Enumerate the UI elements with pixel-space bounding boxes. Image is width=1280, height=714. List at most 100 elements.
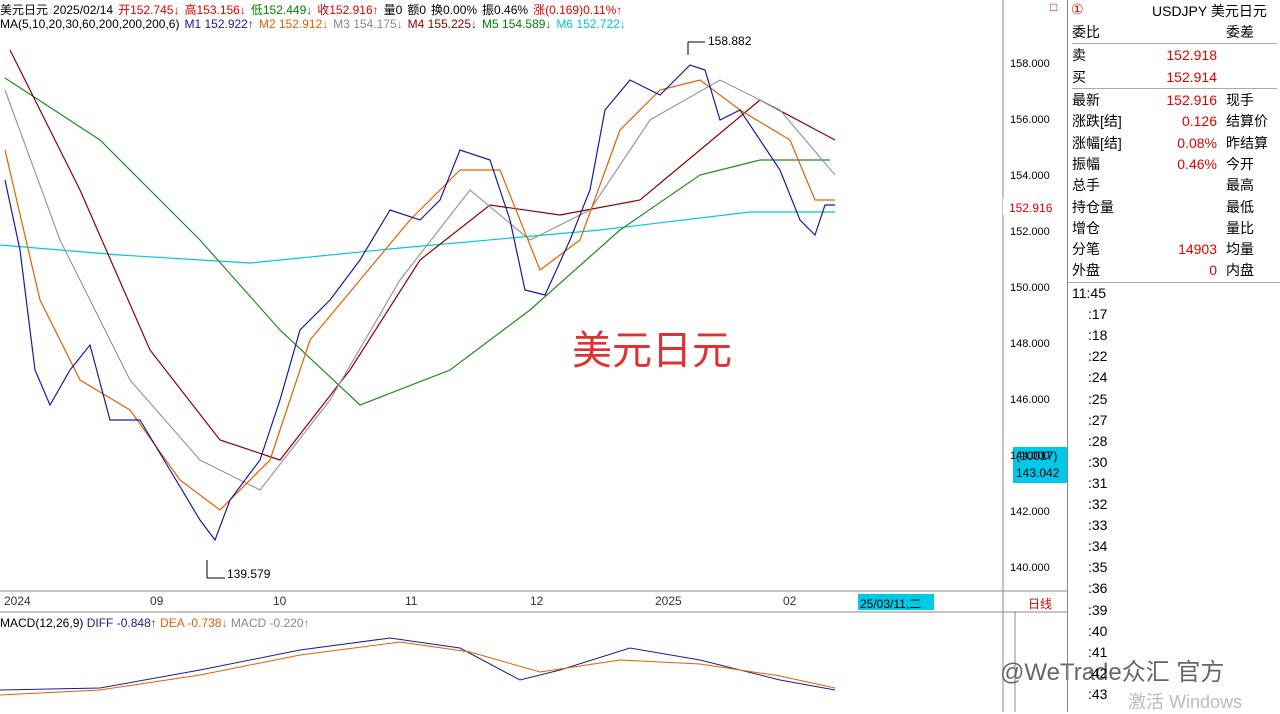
amount: 额0	[407, 3, 427, 17]
quote-row: 增仓 量比	[1072, 218, 1277, 239]
cell: 0	[1209, 262, 1217, 279]
y-tick-label: 158.000	[1010, 58, 1050, 70]
quote-panel: ① USDJPY 美元日元 委比 委差 卖 152.918 买 152.914 最新 1…	[1067, 0, 1280, 712]
ma-line	[0, 211, 835, 264]
time: :28	[1088, 432, 1108, 449]
cell: 持仓量	[1072, 198, 1114, 215]
change: 涨(0.169)0.11%↑	[533, 3, 623, 17]
cursor-count: (10017)	[1016, 449, 1058, 463]
macd-dea	[0, 641, 836, 696]
high-label: 158.882	[708, 34, 752, 48]
current-box	[1003, 199, 1067, 215]
time: :32	[1088, 496, 1108, 512]
cursor-date: 25/03/11,二	[860, 597, 922, 611]
low: 低152.449↓	[250, 3, 313, 17]
time: :43	[1088, 685, 1108, 702]
cell: 0.08%	[1177, 134, 1217, 151]
quote-row: 外盘 0 内盘	[1072, 260, 1277, 281]
cell: 分笔	[1072, 241, 1100, 258]
time: 11:45	[1072, 285, 1106, 301]
date: 2025/02/14	[53, 3, 114, 17]
watermark-wetrade: @WeTrade众汇 官方	[1000, 659, 1225, 686]
cell: 今开	[1226, 155, 1254, 172]
cell: 最低	[1226, 198, 1254, 215]
time: :40	[1088, 622, 1108, 639]
cell: 14903	[1178, 241, 1217, 258]
cell: 振幅	[1072, 155, 1100, 172]
cursor-box	[858, 594, 934, 610]
x-tick-label: 11	[405, 594, 418, 608]
cell: 152.916	[1166, 92, 1217, 108]
cell: 内盘	[1226, 262, 1254, 279]
cell: 量比	[1226, 219, 1254, 236]
header-row: 委比 委差	[1072, 22, 1277, 44]
high: 高153.156↓	[184, 3, 246, 17]
time: :35	[1088, 559, 1108, 576]
ma-label: MA(5,10,20,30,60,200,200,200,6)	[0, 17, 180, 31]
y-tick-label: 144.000	[1010, 450, 1050, 462]
ma-line	[4, 77, 830, 406]
diff: DIFF -0.848↑	[86, 616, 157, 630]
cell: 买	[1072, 69, 1086, 85]
cell: 委比	[1072, 24, 1100, 40]
ma-item: M5 154.589↓	[482, 17, 552, 31]
sell-row: 卖 152.918	[1072, 45, 1277, 66]
turnover: 换0.00%	[431, 3, 478, 17]
macd-name: MACD(12,26,9)	[0, 616, 84, 630]
time: :41	[1088, 643, 1108, 660]
y-tick-label: 152.000	[1010, 226, 1050, 238]
cell: 委差	[1226, 24, 1254, 40]
period: 日线	[1028, 597, 1053, 611]
low-label: 139.579	[227, 567, 271, 581]
x-tick-label: 12	[530, 594, 544, 608]
cell: 最新	[1072, 92, 1100, 108]
ma-bar: MA(5,10,20,30,60,200,200,200,6) M1 152.92…	[0, 17, 631, 31]
time: :31	[1088, 474, 1108, 491]
cell: 增仓	[1072, 219, 1100, 236]
cell: 最高	[1226, 177, 1254, 194]
y-tick-label: 140.000	[1010, 562, 1050, 574]
open: 开152.745↓	[118, 3, 180, 17]
windows-notice: 激活 Windows	[1128, 692, 1243, 712]
name: 美元日元	[0, 3, 49, 17]
info-bar: 美元日元 2025/02/14 开152.745↓ 高153.156↓ 低152.449…	[0, 1, 627, 18]
cell: 外盘	[1072, 262, 1100, 279]
ma-line	[9, 49, 836, 461]
ma-item: M6 152.722↓	[556, 17, 626, 31]
cell: 152.914	[1166, 69, 1217, 85]
time: :30	[1088, 453, 1108, 470]
buy-row: 买 152.914	[1072, 67, 1277, 89]
time: :27	[1088, 411, 1108, 428]
macd-label: MACD(12,26,9) DIFF -0.848↑ DEA -0.738↓ M…	[0, 616, 310, 630]
y-tick-label: 150.000	[1010, 282, 1050, 294]
watermark: 美元日元	[572, 329, 732, 373]
dea: DEA -0.738↓	[160, 616, 228, 630]
cell: 0.46%	[1177, 155, 1217, 172]
x-tick-label: 09	[150, 594, 164, 608]
panel-title: USDJPY 美元日元	[1152, 3, 1267, 19]
quote-row: 涨幅[结] 0.08% 昨结算	[1072, 133, 1277, 154]
ma-line	[4, 79, 835, 511]
x-tick-label: 2025	[655, 594, 682, 608]
cell: 昨结算	[1226, 134, 1268, 151]
icon[interactable]: □	[1050, 0, 1058, 14]
y-tick-label: 146.000	[1010, 394, 1050, 406]
cell: 涨幅[结]	[1072, 134, 1122, 151]
quote-row: 持仓量 最低	[1072, 197, 1277, 218]
cell: 总手	[1072, 177, 1100, 194]
time: :33	[1088, 517, 1108, 534]
time: :42	[1088, 664, 1108, 681]
ma-item: M4 155.225↓	[407, 17, 478, 31]
price-line	[4, 64, 835, 542]
cell: 卖	[1072, 47, 1086, 63]
x-tick-label: 10	[273, 594, 287, 608]
time: :17	[1088, 306, 1108, 323]
quote-row: 总手 最高	[1072, 175, 1277, 196]
amplitude: 振0.46%	[482, 3, 529, 17]
quote-row: 最新 152.916 现手	[1072, 90, 1277, 111]
cursor-box	[1013, 447, 1067, 483]
time: :36	[1088, 580, 1108, 597]
cell: 0.126	[1181, 113, 1217, 130]
quote-row: 振幅 0.46% 今开	[1072, 154, 1277, 175]
